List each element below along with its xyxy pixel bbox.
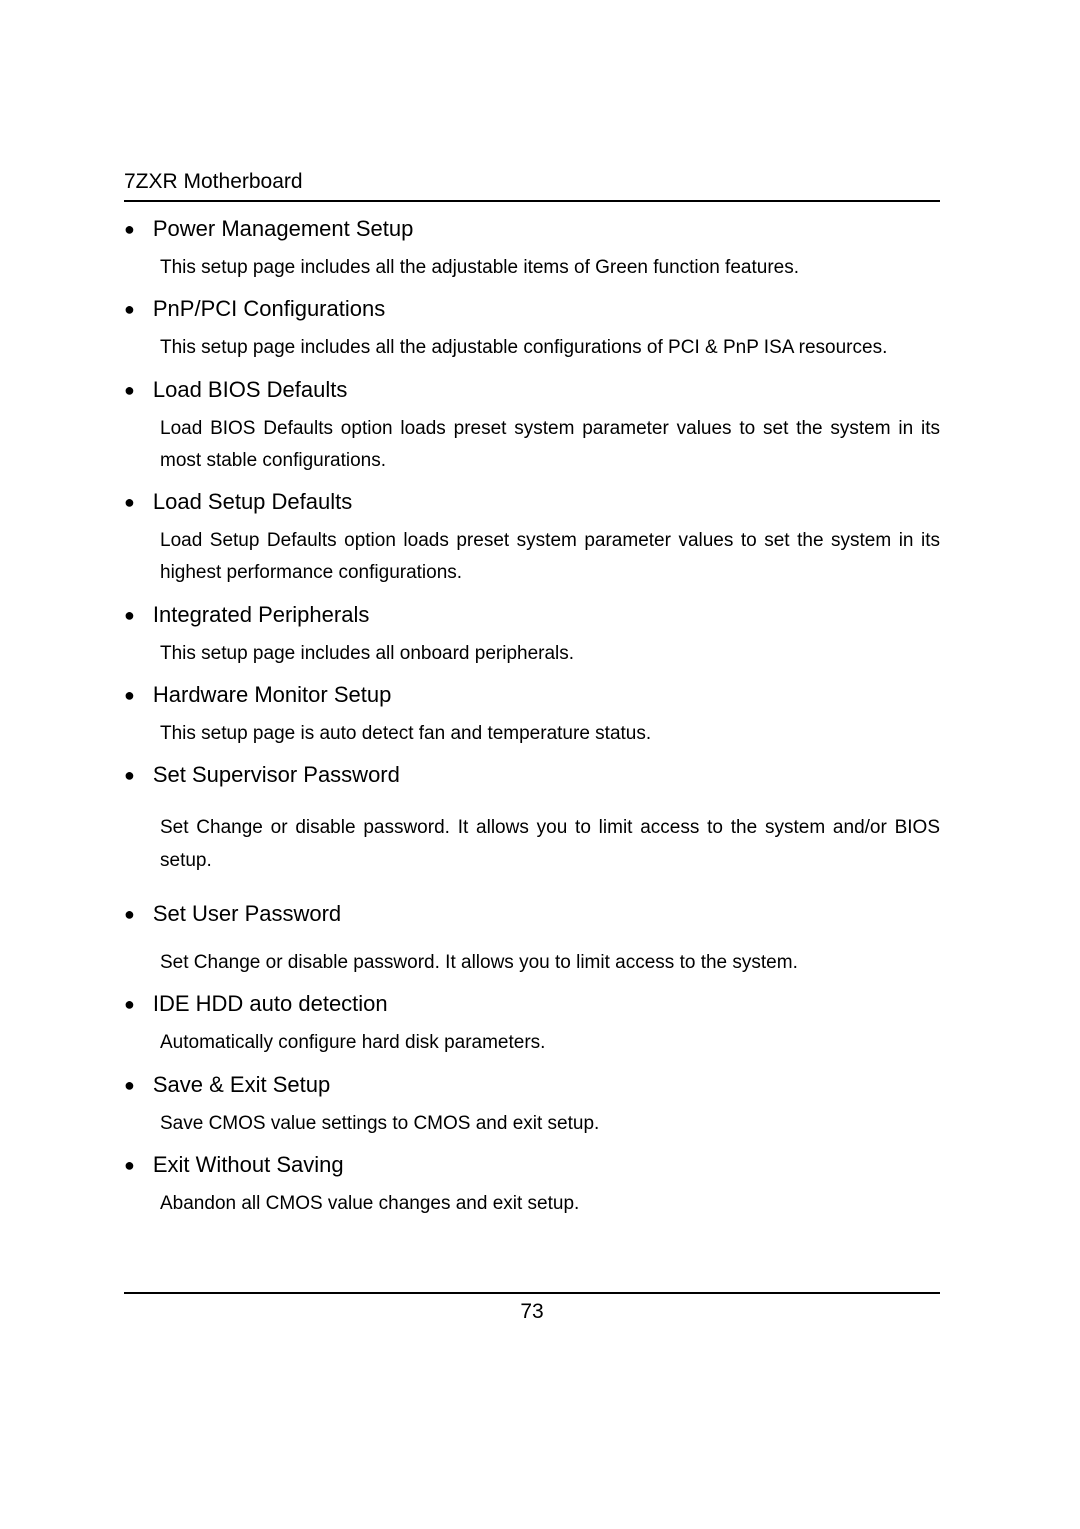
bullet-icon: ● <box>124 300 135 318</box>
section-supervisor-password: ● Set Supervisor Password Set Change or … <box>124 762 940 877</box>
section-ide-hdd: ● IDE HDD auto detection Automatically c… <box>124 991 940 1059</box>
bullet-icon: ● <box>124 606 135 624</box>
heading-text: Exit Without Saving <box>153 1152 344 1178</box>
heading-text: Set Supervisor Password <box>153 762 400 788</box>
section-description: Save CMOS value settings to CMOS and exi… <box>160 1108 940 1140</box>
heading-text: Load BIOS Defaults <box>153 377 347 403</box>
section-heading: ● Load BIOS Defaults <box>124 377 940 403</box>
section-pnp-pci: ● PnP/PCI Configurations This setup page… <box>124 296 940 364</box>
bullet-icon: ● <box>124 493 135 511</box>
section-description: Abandon all CMOS value changes and exit … <box>160 1188 940 1220</box>
heading-text: Set User Password <box>153 901 341 927</box>
section-heading: ● Exit Without Saving <box>124 1152 940 1178</box>
section-integrated-peripherals: ● Integrated Peripherals This setup page… <box>124 602 940 670</box>
section-heading: ● Integrated Peripherals <box>124 602 940 628</box>
section-user-password: ● Set User Password Set Change or disabl… <box>124 901 940 979</box>
bullet-icon: ● <box>124 1156 135 1174</box>
bullet-icon: ● <box>124 381 135 399</box>
section-heading: ● Set User Password <box>124 901 940 927</box>
section-exit-without-saving: ● Exit Without Saving Abandon all CMOS v… <box>124 1152 940 1220</box>
heading-text: PnP/PCI Configurations <box>153 296 385 322</box>
page-footer: 73 <box>124 1292 940 1324</box>
page-content: 7ZXR Motherboard ● Power Management Setu… <box>124 170 940 1232</box>
bullet-icon: ● <box>124 995 135 1013</box>
section-description: This setup page includes all onboard per… <box>160 638 940 670</box>
section-description: Set Change or disable password. It allow… <box>160 812 940 877</box>
section-hardware-monitor: ● Hardware Monitor Setup This setup page… <box>124 682 940 750</box>
section-description: This setup page includes all the adjusta… <box>160 332 940 364</box>
heading-text: Hardware Monitor Setup <box>153 682 391 708</box>
heading-text: Power Management Setup <box>153 216 414 242</box>
section-power-management: ● Power Management Setup This setup page… <box>124 216 940 284</box>
section-heading: ● Load Setup Defaults <box>124 489 940 515</box>
bullet-icon: ● <box>124 686 135 704</box>
section-heading: ● Set Supervisor Password <box>124 762 940 788</box>
section-save-exit: ● Save & Exit Setup Save CMOS value sett… <box>124 1072 940 1140</box>
section-description: Set Change or disable password. It allow… <box>160 947 940 979</box>
page-number: 73 <box>520 1300 543 1323</box>
section-description: Load BIOS Defaults option loads preset s… <box>160 413 940 478</box>
section-description: Load Setup Defaults option loads preset … <box>160 525 940 590</box>
section-heading: ● IDE HDD auto detection <box>124 991 940 1017</box>
section-description: This setup page is auto detect fan and t… <box>160 718 940 750</box>
bullet-icon: ● <box>124 220 135 238</box>
section-description: Automatically configure hard disk parame… <box>160 1027 940 1059</box>
heading-text: Load Setup Defaults <box>153 489 352 515</box>
heading-text: Integrated Peripherals <box>153 602 369 628</box>
header-title: 7ZXR Motherboard <box>124 170 940 202</box>
bullet-icon: ● <box>124 1076 135 1094</box>
section-heading: ● Hardware Monitor Setup <box>124 682 940 708</box>
section-heading: ● PnP/PCI Configurations <box>124 296 940 322</box>
section-load-bios-defaults: ● Load BIOS Defaults Load BIOS Defaults … <box>124 377 940 478</box>
heading-text: Save & Exit Setup <box>153 1072 330 1098</box>
heading-text: IDE HDD auto detection <box>153 991 388 1017</box>
section-heading: ● Power Management Setup <box>124 216 940 242</box>
section-load-setup-defaults: ● Load Setup Defaults Load Setup Default… <box>124 489 940 590</box>
section-description: This setup page includes all the adjusta… <box>160 252 940 284</box>
bullet-icon: ● <box>124 766 135 784</box>
bullet-icon: ● <box>124 905 135 923</box>
section-heading: ● Save & Exit Setup <box>124 1072 940 1098</box>
